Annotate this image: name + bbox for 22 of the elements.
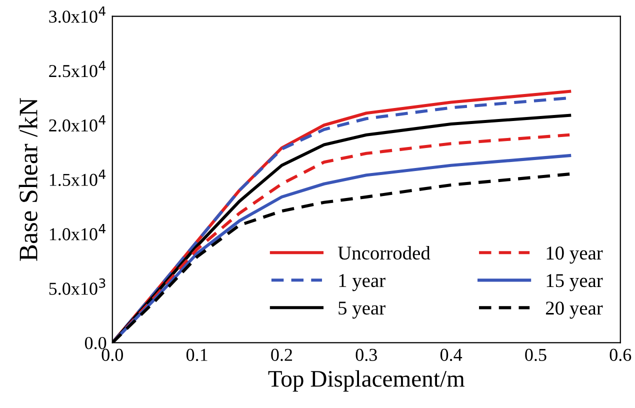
x-tick-label: 0.4 xyxy=(440,348,462,362)
x-tick-label: 0.1 xyxy=(186,348,208,362)
y-tick-label: 2.5x10$^{4}$ xyxy=(49,60,106,78)
y-tick-label: 3.0x10$^{4}$ xyxy=(49,6,106,23)
legend-label: 20 year xyxy=(546,302,603,319)
x-axis-title: Top Displacement/m xyxy=(268,370,465,392)
x-tick-label: 0.6 xyxy=(610,348,632,362)
legend-label: 15 year xyxy=(546,274,603,292)
y-tick-label: 0.0 xyxy=(84,336,106,350)
legend-label: 1 year xyxy=(339,274,386,292)
x-tick-label: 0.3 xyxy=(356,348,377,362)
x-tick-label: 0.2 xyxy=(271,348,292,362)
legend-label: Uncorroded xyxy=(338,246,430,260)
x-tick-label: 0.5 xyxy=(525,348,546,362)
y-tick-label: 1.0x10$^{4}$ xyxy=(50,224,106,240)
y-tick-label: 1.5x10$^{4}$ xyxy=(50,170,106,186)
legend-label: 5 year xyxy=(338,302,386,319)
y-axis-title: Base Shear /kN xyxy=(18,98,38,261)
legend-label: 10 year xyxy=(546,246,603,264)
y-tick-label: 5.0x10$^{3}$ xyxy=(49,278,106,295)
x-tick-label: 0.0 xyxy=(102,348,123,362)
y-tick-label: 2.0x10$^{4}$ xyxy=(49,115,106,132)
